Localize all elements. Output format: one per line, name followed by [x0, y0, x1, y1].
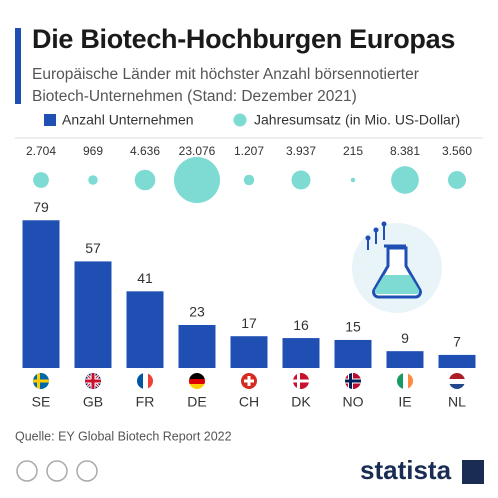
- x-tick-label: FR: [136, 394, 155, 410]
- value-label: 41: [137, 270, 153, 286]
- chart-title: Die Biotech-Hochburgen Europas: [32, 24, 456, 54]
- bubble: [88, 175, 98, 185]
- bubble-label: 3.560: [442, 144, 472, 158]
- x-tick-label: NO: [343, 394, 364, 410]
- bubble-label: 2.704: [26, 144, 56, 158]
- chart-subtitle: Europäische Länder mit höchster Anzahl b…: [32, 66, 419, 105]
- value-label: 23: [189, 304, 205, 320]
- legend-label: Anzahl Unternehmen: [62, 112, 194, 128]
- value-label: 16: [293, 317, 309, 333]
- x-tick-label: SE: [32, 394, 51, 410]
- bar: [74, 261, 112, 368]
- legend-label: Jahresumsatz (in Mio. US-Dollar): [254, 112, 460, 128]
- bubble-label: 3.937: [286, 144, 316, 158]
- bar: [178, 324, 216, 368]
- bubble-label: 4.636: [130, 144, 160, 158]
- bubble-label: 23.076: [179, 144, 216, 158]
- value-label: 15: [345, 319, 361, 335]
- value-label: 9: [401, 330, 409, 346]
- x-tick-label: DE: [187, 394, 206, 410]
- bar: [386, 351, 424, 368]
- bubble: [447, 170, 467, 190]
- bar: [230, 336, 268, 368]
- source: Quelle: EY Global Biotech Report 2022: [15, 429, 232, 443]
- value-label: 17: [241, 315, 257, 331]
- bar: [438, 354, 476, 368]
- bubble-label: 1.207: [234, 144, 264, 158]
- bubble: [33, 172, 49, 188]
- bar: [334, 339, 372, 368]
- value-label: 7: [453, 334, 461, 350]
- value-label: 57: [85, 240, 101, 256]
- icon: [352, 221, 442, 313]
- bubble: [243, 174, 255, 186]
- bubble-label: 215: [343, 144, 363, 158]
- bar: [22, 220, 60, 368]
- x-tick-label: NL: [448, 394, 466, 410]
- x-tick-label: CH: [239, 394, 259, 410]
- brand-mark: [462, 460, 484, 484]
- value-label: 79: [33, 199, 49, 215]
- bar: [126, 291, 164, 368]
- x-tick-label: IE: [398, 394, 411, 410]
- bubble-label: 8.381: [390, 144, 420, 158]
- bubble: [134, 169, 156, 191]
- legend-swatch: [44, 114, 56, 126]
- x-tick-label: GB: [83, 394, 103, 410]
- flags: [33, 373, 465, 389]
- x-tick-label: DK: [291, 394, 311, 410]
- bubble: [291, 170, 311, 190]
- bubble-label: 969: [83, 144, 103, 158]
- bubble: [391, 166, 419, 194]
- license-icons: [16, 460, 98, 482]
- bubble: [174, 157, 220, 203]
- accent-bar: [15, 28, 21, 104]
- brand: statista: [360, 455, 452, 485]
- bubble: [350, 177, 356, 183]
- bar: [282, 338, 320, 368]
- legend-swatch: [233, 113, 247, 127]
